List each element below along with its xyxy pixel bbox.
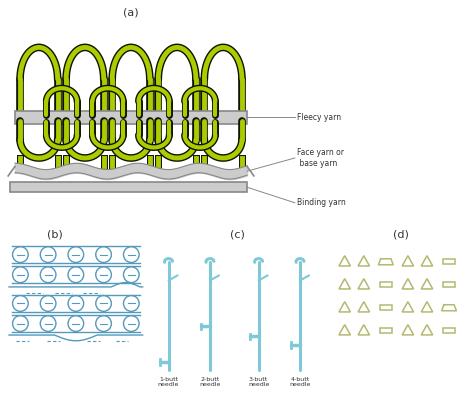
Bar [443, 328, 455, 333]
Bar [443, 282, 455, 287]
Bar [380, 282, 392, 287]
Text: (c): (c) [229, 229, 245, 239]
FancyBboxPatch shape [10, 182, 247, 192]
Text: 2-butt
needle: 2-butt needle [199, 377, 221, 387]
Bar [380, 305, 392, 310]
Text: 3-butt
needle: 3-butt needle [248, 377, 269, 387]
Bar [380, 328, 392, 333]
Text: (b): (b) [46, 229, 63, 239]
Text: (d): (d) [392, 229, 409, 239]
Text: Fleecy yarn: Fleecy yarn [297, 113, 341, 122]
Text: Binding yarn: Binding yarn [297, 198, 345, 207]
Text: 1-butt
needle: 1-butt needle [158, 377, 179, 387]
Bar [443, 260, 455, 264]
FancyBboxPatch shape [15, 111, 247, 124]
Text: Face yarn or
 base yarn: Face yarn or base yarn [297, 148, 344, 168]
Text: 4-butt
needle: 4-butt needle [289, 377, 311, 387]
Text: (a): (a) [123, 8, 139, 18]
